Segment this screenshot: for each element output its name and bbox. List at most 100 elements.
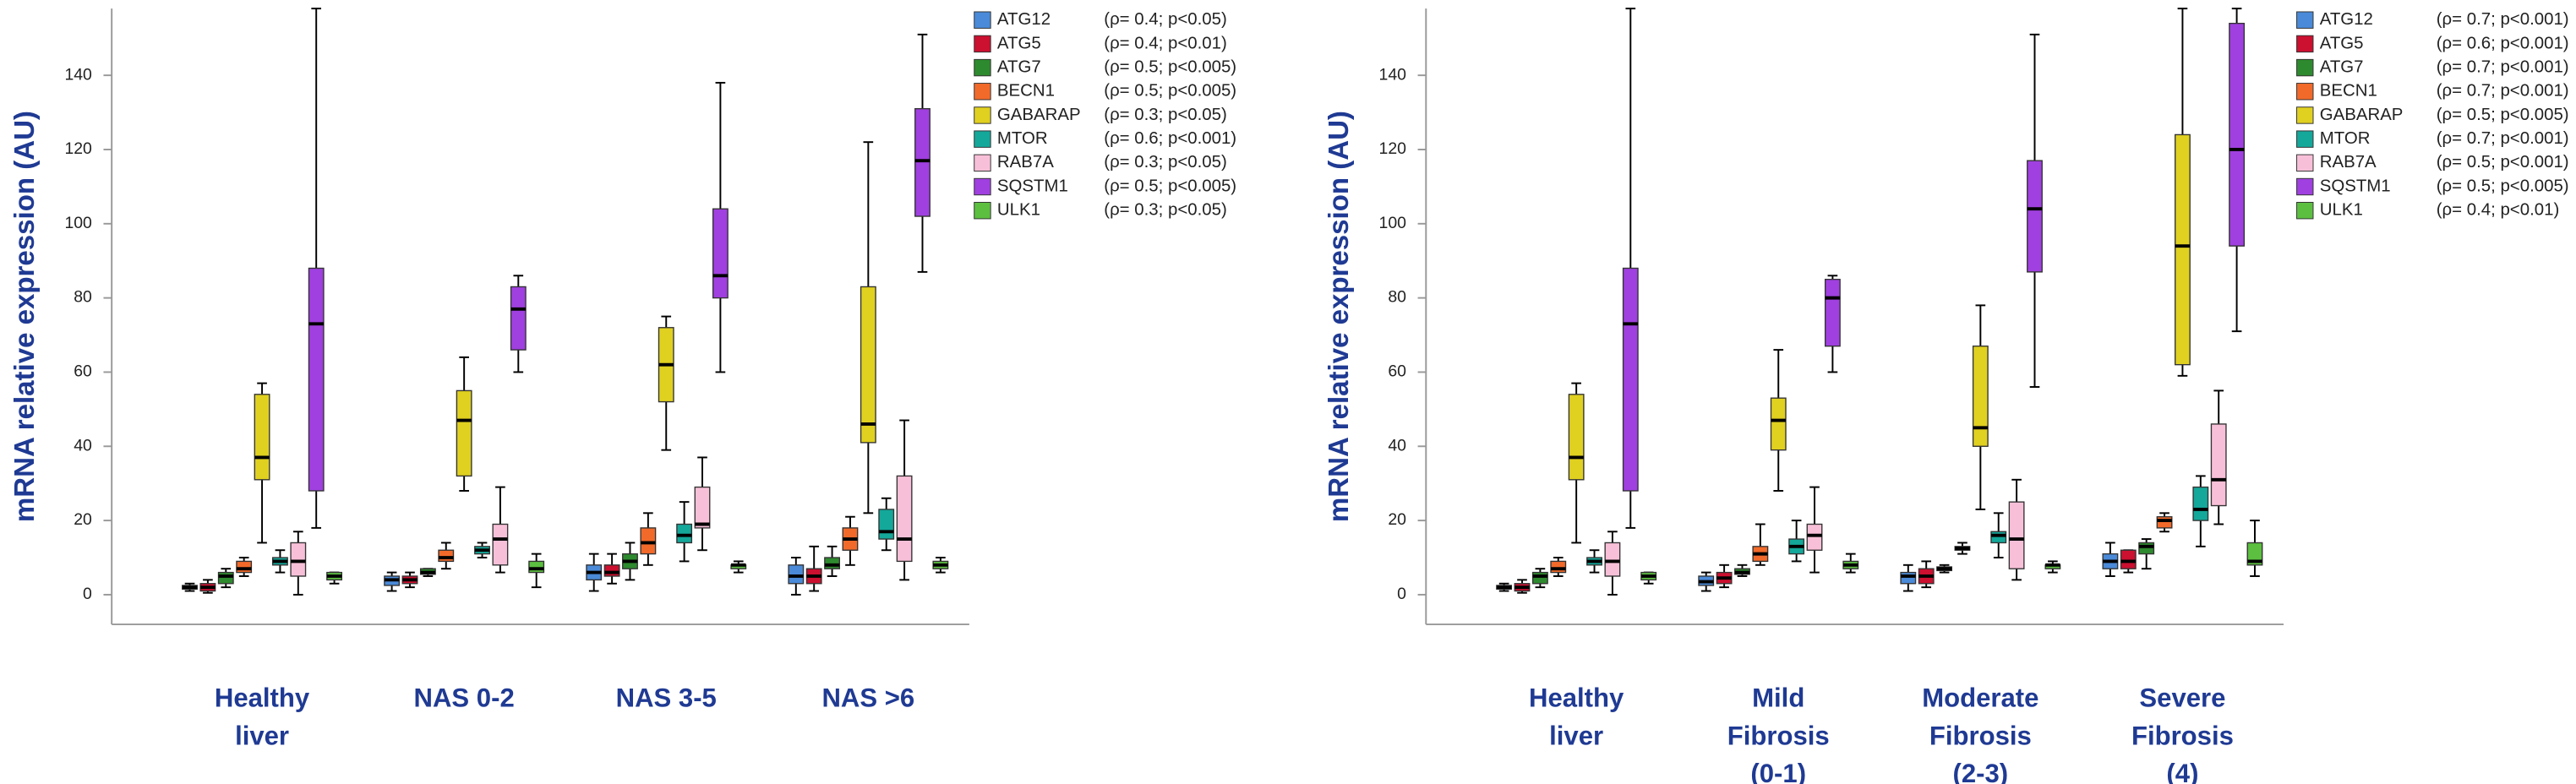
- legend-annotation: (ρ= 0.5; p<0.005): [2437, 106, 2569, 124]
- legend-label: BECN1: [2320, 82, 2377, 101]
- legend-annotation: (ρ= 0.7; p<0.001): [2437, 129, 2569, 148]
- group-label: (2-3): [1953, 759, 2009, 784]
- group-label: NAS 0-2: [414, 683, 515, 713]
- box: [2210, 423, 2227, 507]
- legend-annotation: (ρ= 0.3; p<0.05): [1104, 153, 1226, 172]
- group-label: liver: [1549, 721, 1603, 750]
- box: [914, 107, 931, 217]
- legend-annotation: (ρ= 0.5; p<0.005): [1104, 177, 1236, 195]
- box: [528, 560, 545, 574]
- box: [824, 557, 841, 569]
- box: [1604, 542, 1621, 577]
- group-label: NAS >6: [821, 683, 914, 713]
- legend-annotation: (ρ= 0.7; p<0.001): [2437, 82, 2569, 101]
- y-tick-label: 140: [1379, 65, 1407, 84]
- box: [1806, 523, 1823, 551]
- box: [2156, 516, 2173, 529]
- group-label: Healthy: [215, 683, 310, 713]
- box: [1622, 267, 1639, 492]
- legend-annotation: (ρ= 0.5; p<0.005): [1104, 82, 1236, 101]
- box: [860, 286, 876, 444]
- legend-label: ATG5: [997, 34, 1041, 52]
- legend-label: ULK1: [2320, 201, 2363, 220]
- y-tick-label: 140: [64, 65, 92, 84]
- legend-label: GABARAP: [2320, 106, 2404, 124]
- legend-swatch: [2296, 106, 2314, 124]
- box: [236, 560, 253, 574]
- box: [2246, 542, 2263, 566]
- box: [896, 475, 913, 563]
- legend-annotation: (ρ= 0.4; p<0.01): [1104, 34, 1226, 52]
- group-label: NAS 3-5: [616, 683, 717, 713]
- panel: 0 20 40 60 80 100 120 140 mRNA relative expressi…: [9, 8, 1236, 750]
- y-tick-label: 40: [74, 436, 92, 455]
- legend-label: ATG12: [2320, 10, 2373, 29]
- group-label: Healthy: [1529, 683, 1624, 713]
- group-label: Mild: [1752, 683, 1804, 713]
- legend-swatch: [2296, 35, 2314, 53]
- legend-annotation: (ρ= 0.7; p<0.001): [2437, 57, 2569, 76]
- box: [1568, 394, 1585, 481]
- legend-annotation: (ρ= 0.4; p<0.05): [1104, 10, 1226, 29]
- box: [788, 564, 805, 585]
- box: [254, 394, 270, 481]
- legend-swatch: [974, 177, 991, 196]
- legend-swatch: [2296, 201, 2314, 220]
- y-tick-label: 100: [1379, 214, 1407, 232]
- legend-label: RAB7A: [2320, 153, 2377, 172]
- legend-label: SQSTM1: [997, 177, 1068, 195]
- y-axis-label: mRNA relative expression (AU): [9, 111, 41, 522]
- box: [510, 286, 527, 351]
- box: [290, 542, 307, 577]
- legend-swatch: [2296, 130, 2314, 148]
- legend-label: BECN1: [997, 82, 1055, 101]
- box: [1770, 397, 1787, 451]
- box: [456, 389, 472, 477]
- group-label: (4): [2166, 759, 2198, 784]
- legend-label: MTOR: [997, 129, 1048, 148]
- box: [1900, 571, 1917, 585]
- legend-swatch: [2296, 177, 2314, 196]
- legend-swatch: [974, 106, 991, 124]
- legend-label: ATG5: [2320, 34, 2364, 52]
- legend-swatch: [2296, 11, 2314, 29]
- legend-annotation: (ρ= 0.6; p<0.001): [1104, 129, 1236, 148]
- y-tick-label: 120: [1379, 139, 1407, 158]
- legend-swatch: [974, 83, 991, 101]
- legend-label: SQSTM1: [2320, 177, 2391, 195]
- box: [2120, 549, 2137, 569]
- legend-annotation: (ρ= 0.3; p<0.05): [1104, 106, 1226, 124]
- y-tick-label: 0: [1397, 585, 1406, 603]
- box: [712, 208, 729, 299]
- box: [2138, 542, 2155, 555]
- box: [2008, 501, 2025, 569]
- box: [1990, 531, 2007, 544]
- legend-annotation: (ρ= 0.4; p<0.01): [2437, 201, 2559, 220]
- box: [217, 571, 234, 585]
- legend-label: MTOR: [2320, 129, 2371, 148]
- y-tick-label: 20: [1388, 510, 1406, 529]
- group-label: Fibrosis: [2131, 721, 2234, 750]
- legend-swatch: [974, 11, 991, 29]
- legend-label: GABARAP: [997, 106, 1081, 124]
- legend-annotation: (ρ= 0.5; p<0.001): [2437, 153, 2569, 172]
- legend-annotation: (ρ= 0.6; p<0.001): [2437, 34, 2569, 52]
- group-label: (0-1): [1750, 759, 1806, 784]
- group-label: liver: [235, 721, 289, 750]
- legend-annotation: (ρ= 0.3; p<0.05): [1104, 201, 1226, 220]
- y-axis-label: mRNA relative expression (AU): [1323, 111, 1355, 522]
- box: [878, 509, 895, 540]
- box: [603, 564, 620, 577]
- group-label: Fibrosis: [1929, 721, 2032, 750]
- legend-label: ULK1: [997, 201, 1040, 220]
- box: [1531, 571, 1548, 585]
- legend-swatch: [974, 154, 991, 172]
- box: [694, 486, 711, 529]
- group-label: Moderate: [1922, 683, 2038, 713]
- box: [492, 523, 509, 566]
- legend-label: ATG7: [2320, 57, 2364, 76]
- box: [640, 527, 657, 555]
- box: [2027, 160, 2043, 273]
- legend-label: ATG7: [997, 57, 1041, 76]
- box: [2229, 22, 2246, 247]
